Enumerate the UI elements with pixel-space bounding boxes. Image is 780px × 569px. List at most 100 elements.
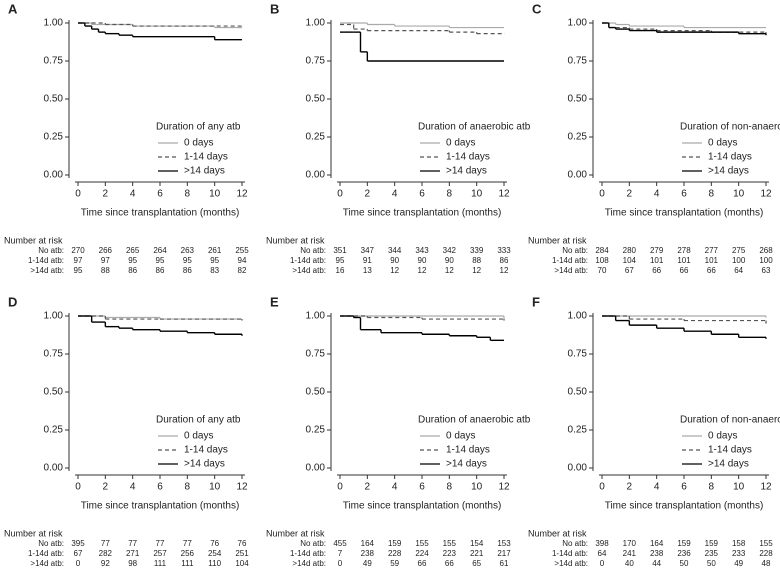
- risk-value: 256: [181, 549, 195, 558]
- y-tick-label: 0.00: [44, 463, 64, 474]
- x-axis-title: Time since transplantation (months): [605, 501, 764, 512]
- risk-value: 77: [101, 539, 110, 548]
- y-tick-label: 0.50: [306, 94, 326, 105]
- risk-value: 351: [333, 246, 347, 255]
- y-tick-label: 0.75: [306, 349, 326, 360]
- risk-value: 48: [762, 559, 771, 568]
- y-tick-label: 1.00: [44, 18, 64, 29]
- y-tick-label: 0.25: [306, 132, 326, 143]
- x-axis-title: Time since transplantation (months): [343, 208, 502, 219]
- risk-row-label: 1-14d atb:: [552, 256, 588, 265]
- risk-value: 77: [183, 539, 192, 548]
- risk-value: 111: [154, 559, 167, 568]
- panel-label: D: [8, 294, 17, 309]
- legend-label: 1-14 days: [184, 445, 228, 456]
- legend-label: >14 days: [708, 459, 749, 470]
- x-tick-label: 4: [130, 482, 136, 493]
- x-tick-label: 2: [365, 189, 371, 200]
- risk-row-label: >14d atb:: [554, 559, 588, 568]
- panel-label: E: [270, 294, 279, 309]
- risk-value: 159: [705, 539, 719, 548]
- risk-value: 238: [361, 549, 375, 558]
- risk-value: 66: [445, 559, 454, 568]
- legend-title: Duration of non-anaerobic atb: [680, 415, 780, 426]
- risk-table-title: Number at risk: [266, 235, 325, 245]
- y-tick-label: 0.75: [44, 56, 64, 67]
- risk-value: 159: [677, 539, 691, 548]
- risk-value: 91: [363, 256, 372, 265]
- legend-label: 0 days: [184, 138, 213, 149]
- risk-value: 90: [445, 256, 454, 265]
- risk-value: 271: [126, 549, 140, 558]
- risk-value: 241: [623, 549, 637, 558]
- risk-row-label: 1-14d atb:: [290, 256, 326, 265]
- risk-row-label: No atb:: [300, 246, 326, 255]
- x-axis-title: Time since transplantation (months): [81, 501, 240, 512]
- risk-value: 100: [759, 256, 773, 265]
- risk-value: 12: [500, 266, 509, 275]
- risk-value: 94: [238, 256, 247, 265]
- risk-value: 395: [71, 539, 85, 548]
- x-tick-label: 0: [337, 189, 343, 200]
- x-tick-label: 12: [760, 482, 772, 493]
- x-tick-label: 4: [130, 189, 136, 200]
- risk-value: 98: [128, 559, 137, 568]
- x-tick-label: 6: [681, 189, 687, 200]
- risk-value: 0: [338, 559, 343, 568]
- risk-value: 95: [336, 256, 345, 265]
- risk-value: 101: [650, 256, 664, 265]
- risk-value: 347: [361, 246, 375, 255]
- risk-value: 65: [472, 559, 481, 568]
- risk-value: 64: [598, 549, 607, 558]
- x-tick-label: 10: [471, 482, 483, 493]
- panel-label: A: [8, 1, 18, 16]
- x-tick-label: 2: [627, 189, 633, 200]
- risk-value: 153: [497, 539, 511, 548]
- risk-value: 12: [390, 266, 399, 275]
- legend-title: Duration of any atb: [156, 122, 241, 133]
- legend-label: 0 days: [446, 431, 475, 442]
- risk-table-title: Number at risk: [4, 528, 63, 538]
- risk-value: 97: [101, 256, 110, 265]
- y-tick-label: 0.50: [306, 387, 326, 398]
- x-tick-label: 10: [209, 189, 221, 200]
- risk-value: 86: [500, 256, 509, 265]
- risk-value: 12: [472, 266, 481, 275]
- risk-value: 50: [680, 559, 689, 568]
- risk-value: 108: [595, 256, 609, 265]
- x-tick-label: 4: [654, 189, 660, 200]
- risk-value: 66: [680, 266, 689, 275]
- legend-label: 0 days: [708, 138, 737, 149]
- risk-value: 228: [759, 549, 773, 558]
- y-tick-label: 0.00: [44, 170, 64, 181]
- risk-value: 284: [595, 246, 609, 255]
- risk-value: 170: [623, 539, 637, 548]
- risk-value: 0: [600, 559, 605, 568]
- risk-value: 95: [128, 256, 137, 265]
- y-tick-label: 0.25: [568, 132, 588, 143]
- x-tick-label: 2: [103, 189, 109, 200]
- x-tick-label: 12: [760, 189, 772, 200]
- x-tick-label: 0: [599, 482, 605, 493]
- y-tick-label: 0.50: [568, 387, 588, 398]
- y-tick-label: 1.00: [306, 311, 326, 322]
- y-tick-label: 1.00: [306, 18, 326, 29]
- y-tick-label: 1.00: [568, 18, 588, 29]
- risk-value: 265: [126, 246, 140, 255]
- risk-value: 154: [470, 539, 484, 548]
- panel-label: F: [532, 294, 540, 309]
- risk-value: 268: [759, 246, 773, 255]
- risk-value: 50: [707, 559, 716, 568]
- risk-value: 104: [623, 256, 637, 265]
- risk-value: 333: [497, 246, 511, 255]
- x-tick-label: 2: [103, 482, 109, 493]
- risk-value: 66: [652, 266, 661, 275]
- risk-row-label: 1-14d atb:: [28, 256, 64, 265]
- risk-value: 104: [235, 559, 249, 568]
- legend-label: 1-14 days: [446, 152, 490, 163]
- risk-value: 67: [625, 266, 634, 275]
- risk-value: 236: [677, 549, 691, 558]
- risk-row-label: No atb:: [562, 539, 588, 548]
- y-tick-label: 0.50: [568, 94, 588, 105]
